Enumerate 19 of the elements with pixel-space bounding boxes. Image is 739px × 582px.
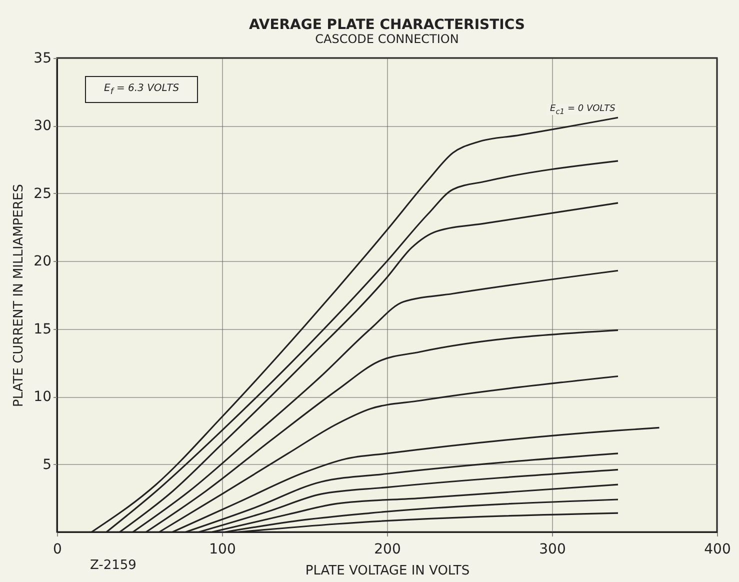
y-axis-title: PLATE CURRENT IN MILLIAMPERES [12,184,27,407]
x-tick-label: 100 [209,542,236,558]
series-label: E$_{c1}$ = 0 VOLTS [547,104,618,116]
y-tick-label: 10 [34,389,52,406]
y-tick-label: 25 [34,186,52,202]
label-frame: E$_{f}$ = 6.3 VOLTS [85,76,198,103]
y-tick-label: 5 [42,456,52,473]
x-axis-title: PLATE VOLTAGE IN VOLTS [305,564,470,578]
x-tick-label: 200 [374,542,401,558]
x-tick-label: 0 [53,542,62,558]
y-tick-label: 30 [34,118,52,134]
x-tick-label: 400 [704,542,731,558]
y-tick-label: 20 [34,254,52,270]
chart-subtitle: CASCODE CONNECTION [315,32,459,46]
text: Z-2159 [90,558,136,573]
y-tick-label: 15 [34,321,52,338]
x-tick-label: 300 [539,542,566,558]
y-tick-label: 35 [34,50,52,66]
chart-title: AVERAGE PLATE CHARACTERISTICS [248,17,526,33]
